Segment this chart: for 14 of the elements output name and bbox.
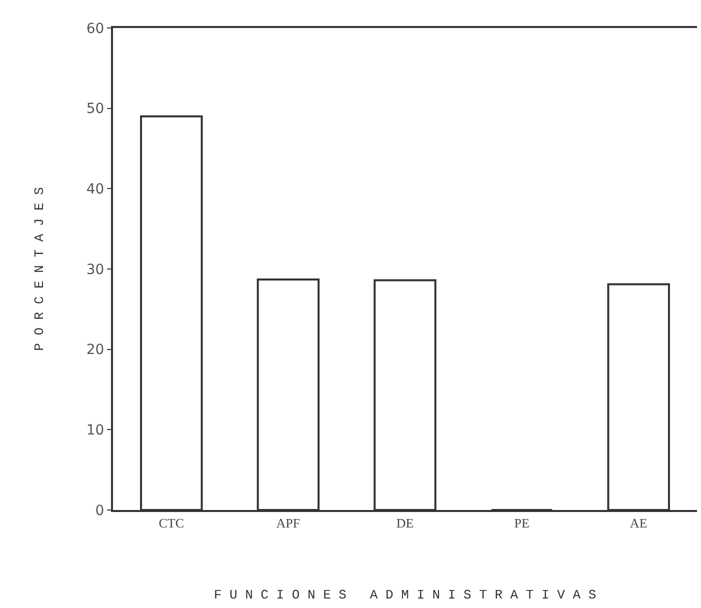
y-tick-label: 60 (86, 20, 104, 37)
x-tick-label: DE (396, 516, 414, 531)
y-tick-label: 50 (86, 101, 104, 118)
y-tick-label: 20 (86, 342, 104, 358)
x-tick-label: APF (276, 516, 300, 531)
x-axis-title: F U N C I O N E S A D M I N I S T R A T I V A S (214, 588, 596, 603)
x-tick-label: PE (514, 516, 530, 531)
y-tick-label: 0 (95, 502, 104, 519)
x-tick-label: AE (630, 516, 648, 531)
y-tick-label: 30 (86, 262, 104, 278)
y-tick-label: 40 (86, 182, 104, 198)
y-tick-label: 10 (86, 422, 104, 439)
y-axis-title: P O R C E N T A J E S (32, 186, 47, 351)
x-tick-label: CTC (158, 516, 184, 531)
